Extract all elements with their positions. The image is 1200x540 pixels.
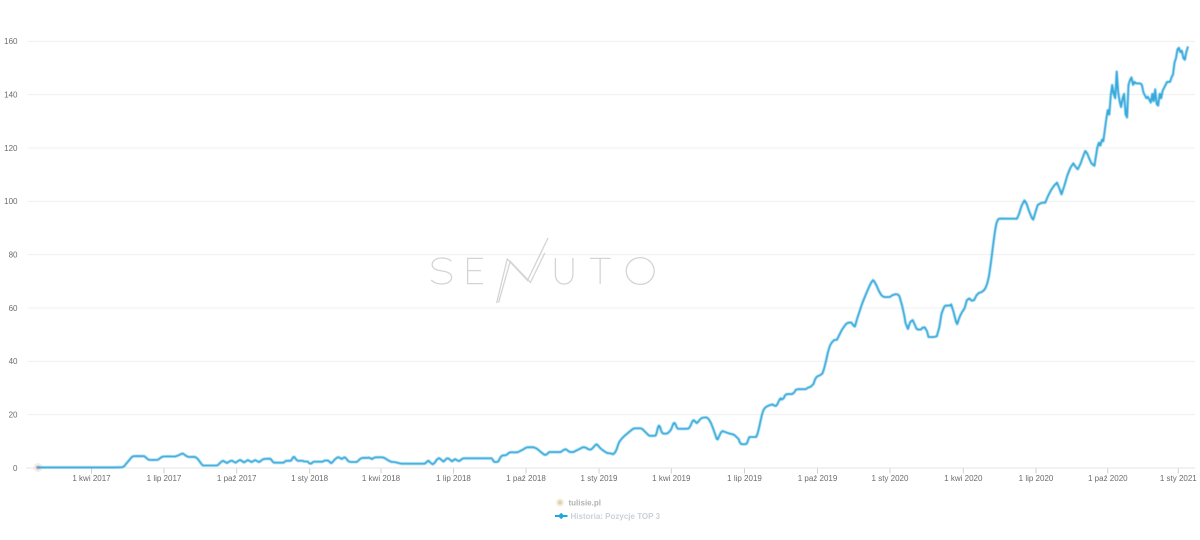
- svg-text:1 kwi 2017: 1 kwi 2017: [72, 474, 111, 483]
- svg-text:1 paź 2020: 1 paź 2020: [1088, 474, 1128, 483]
- svg-text:160: 160: [4, 37, 18, 46]
- svg-text:1 kwi 2018: 1 kwi 2018: [362, 474, 401, 483]
- svg-text:20: 20: [9, 411, 18, 420]
- svg-text:100: 100: [4, 197, 18, 206]
- svg-text:40: 40: [9, 357, 18, 366]
- svg-text:140: 140: [4, 91, 18, 100]
- svg-text:1 lip 2018: 1 lip 2018: [436, 474, 471, 483]
- svg-text:1 lip 2017: 1 lip 2017: [147, 474, 182, 483]
- svg-text:60: 60: [9, 304, 18, 313]
- svg-text:1 sty 2021: 1 sty 2021: [1160, 474, 1197, 483]
- svg-text:1 paź 2019: 1 paź 2019: [798, 474, 838, 483]
- svg-text:tulisie.pl: tulisie.pl: [569, 498, 601, 507]
- svg-text:1 sty 2020: 1 sty 2020: [872, 474, 909, 483]
- svg-text:1 sty 2018: 1 sty 2018: [291, 474, 328, 483]
- svg-text:Historia: Pozycje TOP 3: Historia: Pozycje TOP 3: [571, 512, 661, 521]
- svg-text:1 paź 2017: 1 paź 2017: [217, 474, 257, 483]
- svg-text:1 kwi 2020: 1 kwi 2020: [944, 474, 983, 483]
- svg-text:0: 0: [13, 464, 18, 473]
- svg-text:1 lip 2019: 1 lip 2019: [727, 474, 762, 483]
- svg-text:1 lip 2020: 1 lip 2020: [1019, 474, 1054, 483]
- svg-text:1 sty 2019: 1 sty 2019: [581, 474, 618, 483]
- svg-text:120: 120: [4, 144, 18, 153]
- svg-text:1 paź 2018: 1 paź 2018: [506, 474, 546, 483]
- svg-text:1 kwi 2019: 1 kwi 2019: [652, 474, 691, 483]
- svg-text:80: 80: [9, 251, 18, 260]
